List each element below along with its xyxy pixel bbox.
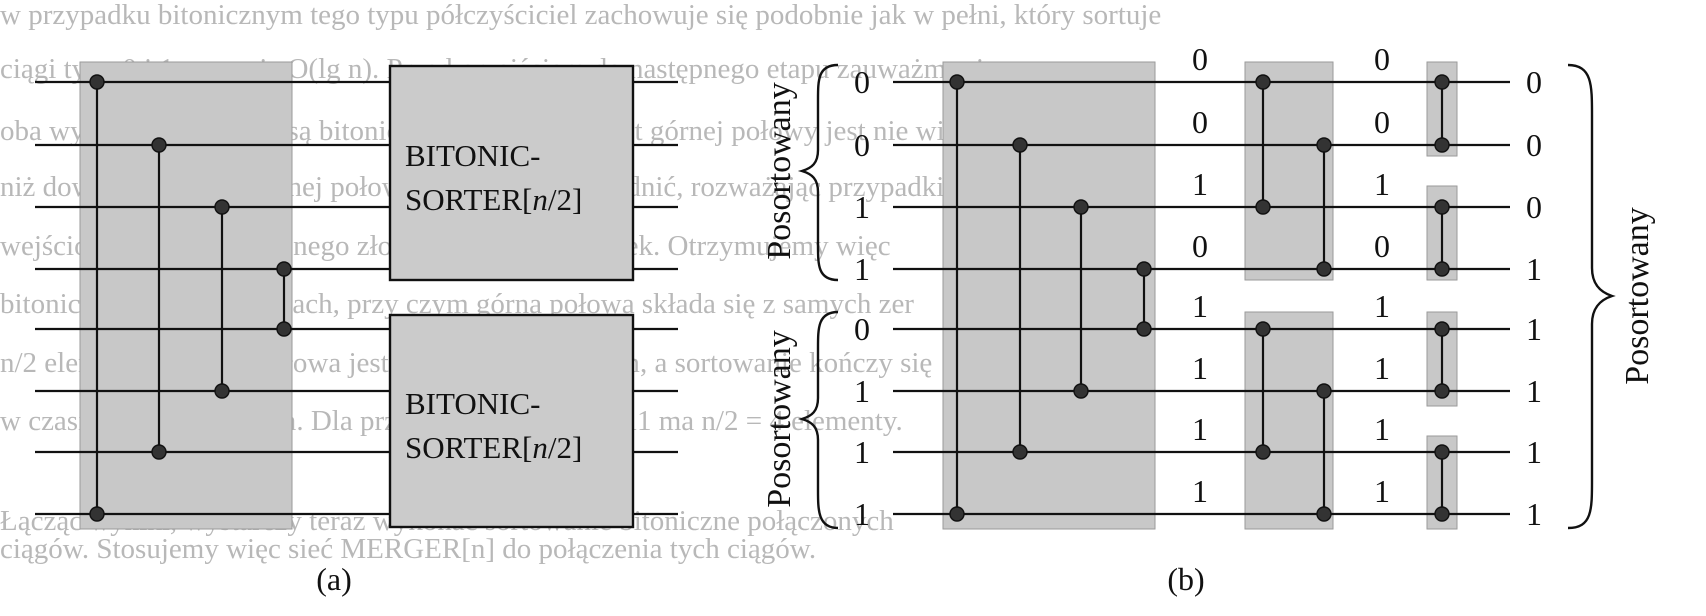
comparator-node (1434, 444, 1450, 460)
stage-value: 1 (1192, 473, 1208, 509)
stage-value: 1 (1374, 288, 1390, 324)
comparator-node (1073, 199, 1089, 215)
input-value: 1 (854, 496, 870, 532)
output-value: 1 (1526, 496, 1542, 532)
half-cleaner-shade (1244, 61, 1334, 281)
comparator-node (1434, 74, 1450, 90)
comparator-node (1255, 199, 1271, 215)
half-cleaner-shade (79, 61, 293, 530)
stage-value: 0 (1374, 41, 1390, 77)
box-label-line2: SORTER[n/2] (405, 430, 582, 465)
input-value: 1 (854, 251, 870, 287)
comparator-node (1073, 383, 1089, 399)
stage-value: 0 (1192, 41, 1208, 77)
comparator-node (1434, 506, 1450, 522)
comparator-node (1255, 74, 1271, 90)
right-brace (1567, 63, 1616, 530)
comparator-node (1316, 506, 1332, 522)
comparator-node (1434, 383, 1450, 399)
stage-value: 1 (1192, 350, 1208, 386)
comparator-node (1434, 321, 1450, 337)
input-value: 0 (854, 127, 870, 163)
stage-value: 0 (1374, 228, 1390, 264)
left-brace-bottom (797, 310, 839, 530)
comparators-a (89, 74, 292, 522)
comparator-node (151, 444, 167, 460)
output-value: 1 (1526, 251, 1542, 287)
comparator-node (214, 199, 230, 215)
comparator-node (276, 321, 292, 337)
comparator-node (214, 383, 230, 399)
input-value: 0 (854, 64, 870, 100)
input-values: 0 0 1 1 0 1 1 1 (854, 64, 870, 532)
comparator-node (949, 74, 965, 90)
output-value: 1 (1526, 311, 1542, 347)
bg-line: w przypadku bitonicznym tego typu półczy… (0, 0, 1161, 31)
stage-value: 0 (1192, 104, 1208, 140)
box-label-line1: BITONIC- (405, 138, 540, 173)
box-label-line1: BITONIC- (405, 386, 540, 421)
sorted-label-right: Posortowany (1619, 207, 1656, 385)
stage-value: 1 (1374, 411, 1390, 447)
comparator-node (1316, 137, 1332, 153)
wires-b (893, 80, 1510, 516)
comparator-node (1434, 137, 1450, 153)
comparator-node (89, 506, 105, 522)
bitonic-sorter-box-top (388, 64, 635, 282)
stage-value: 0 (1192, 228, 1208, 264)
comparator-node (1255, 321, 1271, 337)
bg-line: ciągów. Stosujemy więc sieć MERGER[n] do… (0, 533, 816, 565)
wires-a (35, 80, 678, 516)
stage-value: 1 (1374, 166, 1390, 202)
output-value: 0 (1526, 127, 1542, 163)
comparator-node (1434, 199, 1450, 215)
stage-value: 1 (1192, 288, 1208, 324)
comparator-node (1012, 444, 1028, 460)
comparator-node (1012, 137, 1028, 153)
comparator-node (1434, 261, 1450, 277)
comparator-node (1255, 444, 1271, 460)
comparator-node (276, 261, 292, 277)
half-cleaner-shade (1244, 311, 1334, 530)
caption-b: (b) (1167, 561, 1204, 597)
half-cleaner-shade (942, 61, 1156, 530)
output-value: 0 (1526, 64, 1542, 100)
output-value: 0 (1526, 189, 1542, 225)
stage-value: 1 (1192, 411, 1208, 447)
input-value: 1 (854, 373, 870, 409)
output-value: 1 (1526, 373, 1542, 409)
output-values: 0 0 0 1 1 1 1 1 (1526, 64, 1542, 532)
comparator-node (1316, 383, 1332, 399)
comparator-node (949, 506, 965, 522)
sorted-label-top: Posortowany (761, 82, 798, 260)
stage2-values: 0 0 1 0 1 1 1 1 (1374, 41, 1390, 509)
box-label-line2: SORTER[n/2] (405, 182, 582, 217)
left-brace-top (797, 63, 839, 282)
panel-b: 0 0 1 1 0 1 1 1 0 0 1 0 1 1 1 1 0 0 1 0 … (761, 41, 1656, 597)
comparator-node (1136, 261, 1152, 277)
input-value: 0 (854, 311, 870, 347)
caption-a: (a) (316, 561, 352, 597)
input-value: 1 (854, 434, 870, 470)
stage1-values: 0 0 1 0 1 1 1 1 (1192, 41, 1208, 509)
stage-value: 1 (1192, 166, 1208, 202)
comparators-b (949, 74, 1450, 522)
stage-value: 1 (1374, 350, 1390, 386)
panel-a: BITONIC- SORTER[n/2] BITONIC- SORTER[n/2… (35, 61, 678, 597)
stage-value: 1 (1374, 473, 1390, 509)
stage-value: 0 (1374, 104, 1390, 140)
comparator-node (1316, 261, 1332, 277)
comparator-node (89, 74, 105, 90)
output-value: 1 (1526, 434, 1542, 470)
comparator-node (151, 137, 167, 153)
input-value: 1 (854, 189, 870, 225)
comparator-node (1136, 321, 1152, 337)
sorted-label-bottom: Posortowany (761, 330, 798, 508)
bitonic-sorter-box-bottom (388, 313, 635, 529)
